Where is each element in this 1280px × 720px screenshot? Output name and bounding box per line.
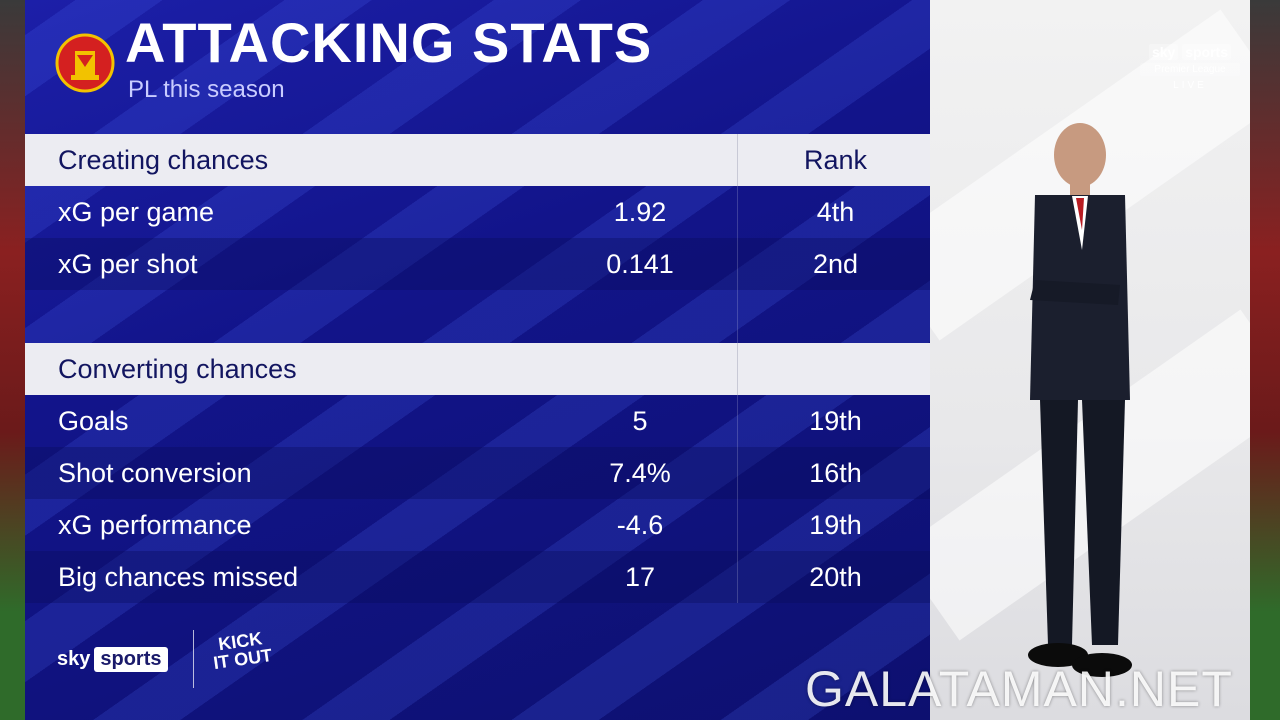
stat-label: Shot conversion [58,458,252,488]
section-header-creating-chances: Creating chances Rank [25,134,930,186]
column-divider [737,134,738,186]
stat-rank: 19th [809,510,862,540]
stat-row-xg-per-shot: xG per shot 0.141 2nd [25,238,930,290]
sports-logo-text: sports [94,647,168,672]
stat-label: Big chances missed [58,562,299,592]
section-title: Converting chances [58,354,297,384]
stat-rank: 2nd [812,249,859,279]
rank-column-header: Rank [803,145,868,175]
stat-rank: 20th [809,562,862,592]
column-divider [737,186,738,343]
stat-label: xG per game [58,197,215,227]
stat-row-big-chances-missed: Big chances missed 17 20th [25,551,930,603]
stat-row-xg-performance: xG performance -4.6 19th [25,499,930,551]
stat-row-shot-conversion: Shot conversion 7.4% 16th [25,447,930,499]
stat-rank: 4th [816,197,855,227]
manager-figure-image [1028,123,1132,677]
broadcast-sky: sky [1148,44,1179,60]
stat-value: 1.92 [613,197,667,227]
manchester-united-crest-icon [55,33,115,93]
stats-panel: ATTACKING STATS PL this season Creating … [25,0,930,720]
sky-sports-logo: sky sports [57,647,168,672]
stat-value: 7.4% [609,458,671,488]
footer-divider [193,630,194,688]
page-subtitle: PL this season [128,76,285,103]
column-divider [737,395,738,603]
broadcast-live: LIVE [1173,80,1207,91]
column-divider [737,343,738,395]
section-title: Creating chances [58,145,269,175]
kick-it-out-logo: KICK IT OUT [212,628,274,674]
stat-label: xG performance [58,510,252,540]
watermark: GALATAMAN.NET [805,661,1233,717]
sky-logo-text: sky [57,648,91,670]
section-header-converting-chances: Converting chances [25,343,930,395]
stat-value: 5 [632,406,648,436]
stat-value: -4.6 [616,510,664,540]
stat-value: 17 [624,562,656,592]
manager-photo-area [930,0,1250,720]
stat-rank: 16th [809,458,862,488]
page-title: ATTACKING STATS [125,11,653,74]
broadcast-league: Premier League [1140,63,1240,76]
stat-rank: 19th [809,406,862,436]
broadcast-sports: sports [1182,44,1232,60]
stat-row-goals: Goals 5 19th [25,395,930,447]
broadcast-bug: sky sports Premier League LIVE [1140,44,1240,104]
stat-value: 0.141 [606,249,674,279]
stat-label: Goals [58,406,129,436]
stat-label: xG per shot [58,249,198,279]
stat-row-xg-per-game: xG per game 1.92 4th [25,186,930,238]
